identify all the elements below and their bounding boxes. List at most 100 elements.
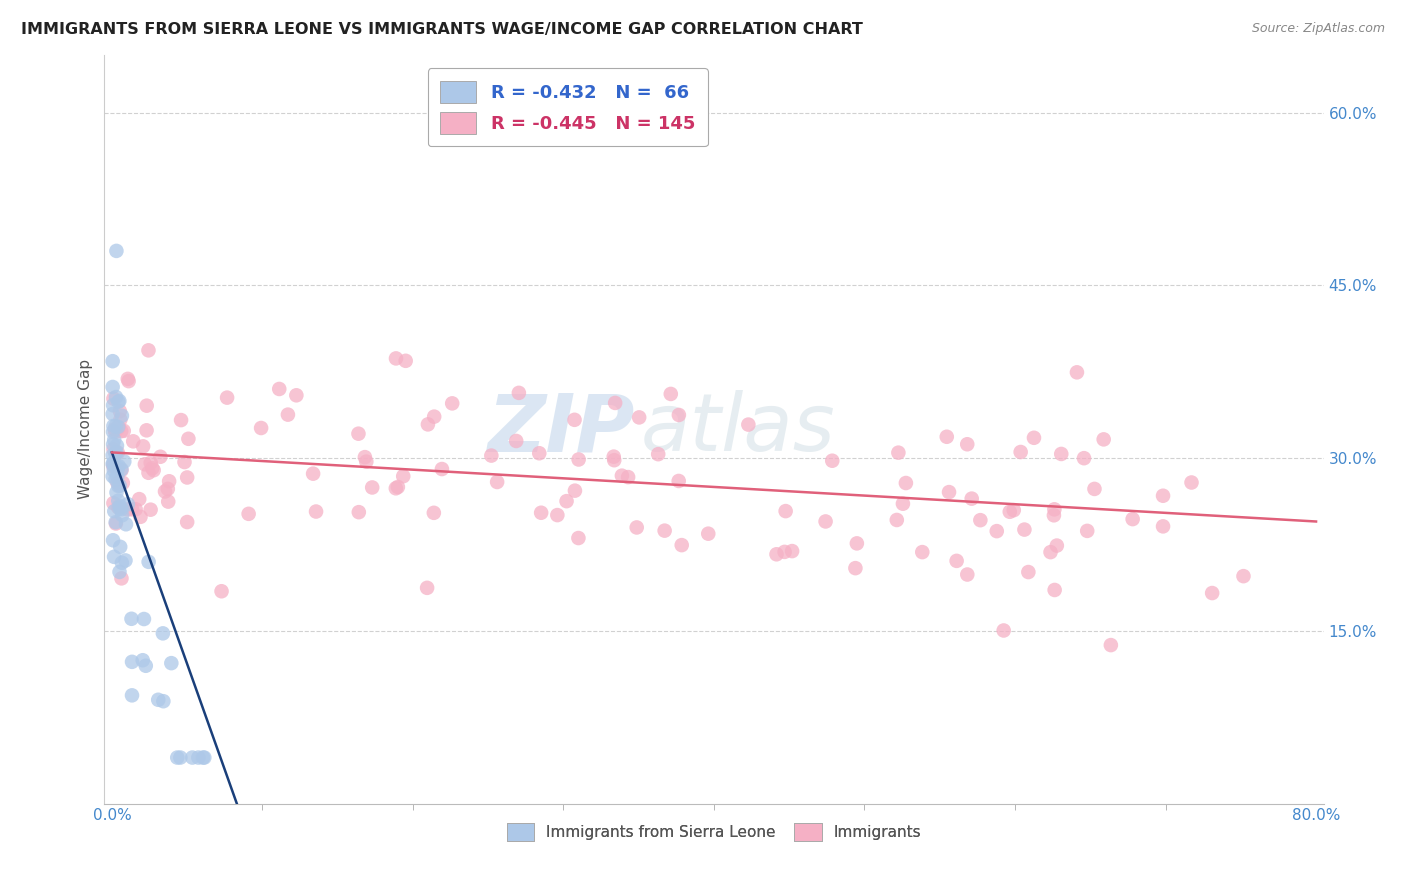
- Point: [157, 475, 180, 489]
- Point: [110, 500, 132, 515]
- Point: [105, 463, 128, 477]
- Point: [117, 372, 139, 386]
- Point: [103, 392, 125, 406]
- Point: [935, 430, 957, 444]
- Point: [129, 509, 152, 524]
- Point: [969, 513, 991, 527]
- Point: [1099, 638, 1122, 652]
- Point: [181, 750, 204, 764]
- Point: [117, 502, 139, 516]
- Point: [647, 447, 669, 461]
- Point: [104, 425, 127, 439]
- Point: [135, 399, 157, 413]
- Point: [347, 426, 370, 441]
- Point: [104, 472, 127, 486]
- Point: [285, 388, 308, 402]
- Point: [177, 432, 200, 446]
- Point: [423, 506, 446, 520]
- Point: [1043, 508, 1066, 523]
- Point: [671, 538, 693, 552]
- Point: [132, 612, 155, 626]
- Point: [416, 581, 439, 595]
- Point: [135, 658, 157, 673]
- Point: [603, 450, 626, 464]
- Point: [157, 494, 180, 508]
- Point: [101, 407, 124, 421]
- Point: [105, 244, 128, 258]
- Point: [191, 750, 214, 764]
- Point: [103, 504, 125, 518]
- Point: [110, 502, 132, 516]
- Point: [1232, 569, 1254, 583]
- Point: [108, 499, 131, 513]
- Point: [111, 556, 134, 570]
- Point: [170, 413, 193, 427]
- Point: [105, 445, 128, 459]
- Point: [108, 478, 131, 492]
- Point: [938, 485, 960, 500]
- Point: [385, 481, 408, 495]
- Point: [152, 694, 174, 708]
- Point: [780, 544, 803, 558]
- Point: [101, 448, 124, 462]
- Point: [117, 497, 139, 511]
- Point: [105, 439, 128, 453]
- Point: [1152, 489, 1174, 503]
- Point: [103, 419, 125, 434]
- Point: [1092, 433, 1115, 447]
- Point: [107, 459, 129, 474]
- Point: [104, 419, 127, 434]
- Point: [1152, 519, 1174, 533]
- Point: [107, 420, 129, 434]
- Point: [1017, 565, 1039, 579]
- Point: [356, 455, 378, 469]
- Point: [103, 549, 125, 564]
- Point: [302, 467, 325, 481]
- Point: [105, 469, 128, 483]
- Legend: Immigrants from Sierra Leone, Immigrants: Immigrants from Sierra Leone, Immigrants: [499, 815, 929, 848]
- Point: [169, 750, 191, 764]
- Point: [110, 463, 132, 477]
- Point: [765, 547, 787, 561]
- Point: [124, 502, 146, 516]
- Text: ZIP: ZIP: [488, 391, 634, 468]
- Point: [347, 505, 370, 519]
- Point: [395, 354, 418, 368]
- Point: [111, 475, 134, 490]
- Point: [628, 410, 651, 425]
- Point: [250, 421, 273, 435]
- Point: [626, 520, 648, 534]
- Point: [111, 508, 134, 523]
- Point: [132, 653, 155, 667]
- Point: [891, 497, 914, 511]
- Point: [110, 424, 132, 438]
- Point: [392, 469, 415, 483]
- Point: [153, 484, 176, 499]
- Point: [103, 496, 125, 510]
- Point: [1066, 365, 1088, 379]
- Point: [354, 450, 377, 464]
- Point: [101, 425, 124, 439]
- Point: [238, 507, 260, 521]
- Point: [101, 437, 124, 451]
- Point: [430, 462, 453, 476]
- Point: [148, 693, 170, 707]
- Point: [166, 750, 188, 764]
- Point: [605, 396, 627, 410]
- Point: [603, 453, 626, 467]
- Point: [654, 524, 676, 538]
- Point: [668, 474, 690, 488]
- Point: [107, 500, 129, 515]
- Point: [108, 565, 131, 579]
- Point: [107, 493, 129, 508]
- Point: [104, 390, 127, 404]
- Point: [193, 750, 215, 764]
- Point: [505, 434, 527, 448]
- Point: [160, 656, 183, 670]
- Point: [107, 475, 129, 490]
- Point: [567, 531, 589, 545]
- Point: [887, 445, 910, 459]
- Point: [114, 553, 136, 567]
- Point: [416, 417, 439, 432]
- Point: [1046, 539, 1069, 553]
